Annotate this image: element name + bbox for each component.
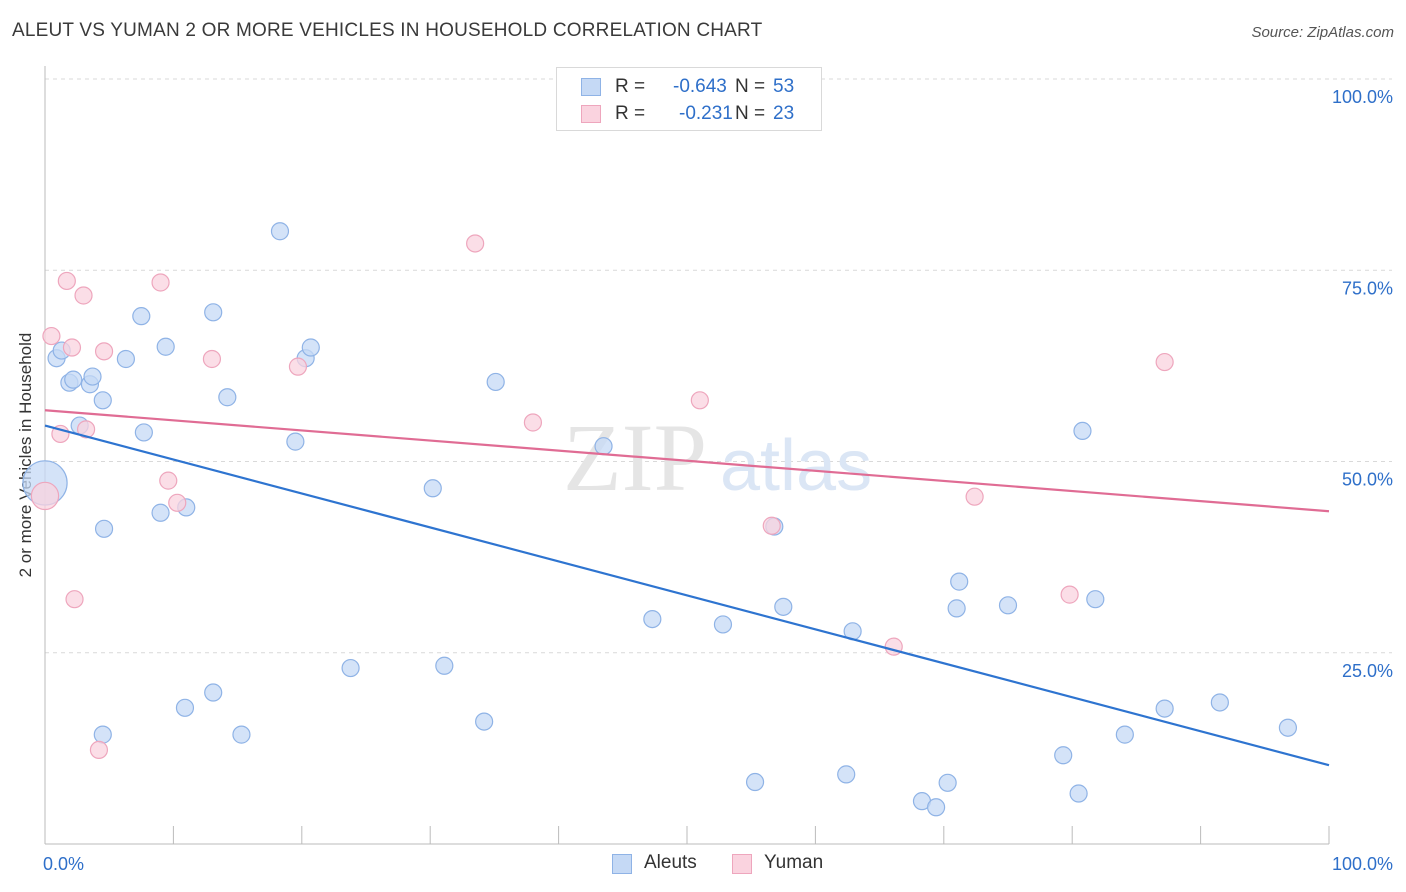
y-tick-label: 25.0% xyxy=(1342,661,1393,681)
yuman-point xyxy=(94,342,114,361)
axes xyxy=(44,66,1330,845)
yuman-point xyxy=(65,590,84,609)
yuman-point xyxy=(466,234,485,253)
r-value: -0.231 xyxy=(679,103,733,124)
aleut-point xyxy=(341,658,360,678)
yuman-point xyxy=(288,357,308,376)
yuman-point xyxy=(1060,585,1079,604)
aleut-point xyxy=(486,372,505,392)
yuman-point xyxy=(159,471,178,490)
aleut-point xyxy=(83,367,102,386)
aleut-point xyxy=(94,519,114,538)
aleuts-swatch xyxy=(612,854,632,874)
aleut-point xyxy=(1115,725,1134,744)
y-tick-label: 100.0% xyxy=(1332,87,1393,107)
aleut-point xyxy=(232,725,251,744)
aleut-point xyxy=(998,596,1018,615)
yuman-point xyxy=(168,493,187,512)
yuman-point xyxy=(151,273,170,292)
aleut-point xyxy=(745,772,765,792)
watermark: ZIP atlas xyxy=(563,404,872,511)
aleut-points xyxy=(22,222,1298,817)
x-tick-label-right: 100.0% xyxy=(1332,854,1393,874)
aleut-point xyxy=(475,712,494,731)
aleut-point xyxy=(64,370,83,389)
aleut-point xyxy=(938,773,957,792)
aleut-point xyxy=(151,503,170,522)
tick-labels: 25.0% 50.0% 75.0% 100.0% 0.0% 100.0% xyxy=(43,87,1393,874)
aleut-point xyxy=(218,388,237,407)
yuman-point xyxy=(89,740,109,760)
aleut-point xyxy=(1073,421,1092,440)
y-tick-label: 75.0% xyxy=(1342,278,1393,298)
yuman-swatch xyxy=(581,105,601,123)
yuman-point xyxy=(1155,352,1174,372)
aleut-point xyxy=(950,572,969,591)
aleut-point xyxy=(1086,590,1105,609)
n-value: 23 xyxy=(773,103,795,124)
yuman-point xyxy=(762,516,781,535)
yuman-point xyxy=(523,413,543,432)
aleut-point xyxy=(423,479,442,498)
aleut-point xyxy=(301,338,320,357)
aleut-point xyxy=(286,432,305,451)
aleut-point xyxy=(175,698,195,717)
aleut-point xyxy=(594,437,613,456)
yuman-point xyxy=(74,286,93,305)
y-tick-label: 50.0% xyxy=(1342,470,1393,490)
yuman-points xyxy=(30,234,1174,760)
grid-lines xyxy=(45,78,1392,654)
yuman-point xyxy=(965,487,984,506)
source-label: Source: ZipAtlas.com xyxy=(1251,24,1394,41)
yuman-point xyxy=(690,391,709,410)
aleut-point xyxy=(1069,784,1088,803)
aleut-point xyxy=(643,609,662,629)
yuman-point xyxy=(202,349,222,369)
r-value: -0.643 xyxy=(673,76,727,97)
aleut-point xyxy=(204,683,223,702)
aleut-point xyxy=(713,615,733,634)
aleut-point xyxy=(1210,693,1229,712)
aleut-swatch xyxy=(581,78,601,96)
aleut-point xyxy=(947,599,966,618)
aleut-point xyxy=(1155,699,1174,718)
yuman-point xyxy=(30,481,60,511)
aleut-point xyxy=(774,597,793,616)
r-label: R = xyxy=(615,103,646,124)
aleut-point xyxy=(93,391,112,410)
aleut-point xyxy=(926,798,946,817)
yuman-point xyxy=(42,326,61,346)
aleut-point xyxy=(1278,718,1298,737)
x-tick-label-left: 0.0% xyxy=(43,854,84,874)
yuman-point xyxy=(57,271,76,291)
correlation-legend: R = -0.643 N = 53 R = -0.231 N = 23 xyxy=(556,67,822,131)
yuman-point xyxy=(76,420,96,439)
legend-label: Yuman xyxy=(764,852,824,873)
r-label: R = xyxy=(615,76,646,97)
aleut-point xyxy=(116,349,135,369)
n-label: N = xyxy=(735,103,766,124)
aleut-point xyxy=(156,337,175,356)
aleut-point xyxy=(1054,746,1073,765)
aleut-point xyxy=(134,423,153,442)
aleut-point xyxy=(132,307,151,326)
aleut-point xyxy=(270,222,290,241)
n-value: 53 xyxy=(773,76,795,97)
chart-title: ALEUT VS YUMAN 2 OR MORE VEHICLES IN HOU… xyxy=(12,20,763,41)
aleut-point xyxy=(435,656,454,675)
yuman-swatch xyxy=(732,854,752,874)
yuman-trend-line xyxy=(44,409,1330,513)
yuman-point xyxy=(62,338,82,357)
aleut-point xyxy=(204,303,223,322)
trend-lines xyxy=(44,409,1330,767)
legend-label: Aleuts xyxy=(644,852,697,873)
aleut-point xyxy=(93,725,112,744)
aleut-point xyxy=(837,765,856,784)
aleut-trend-line xyxy=(44,424,1330,767)
n-label: N = xyxy=(735,76,766,97)
